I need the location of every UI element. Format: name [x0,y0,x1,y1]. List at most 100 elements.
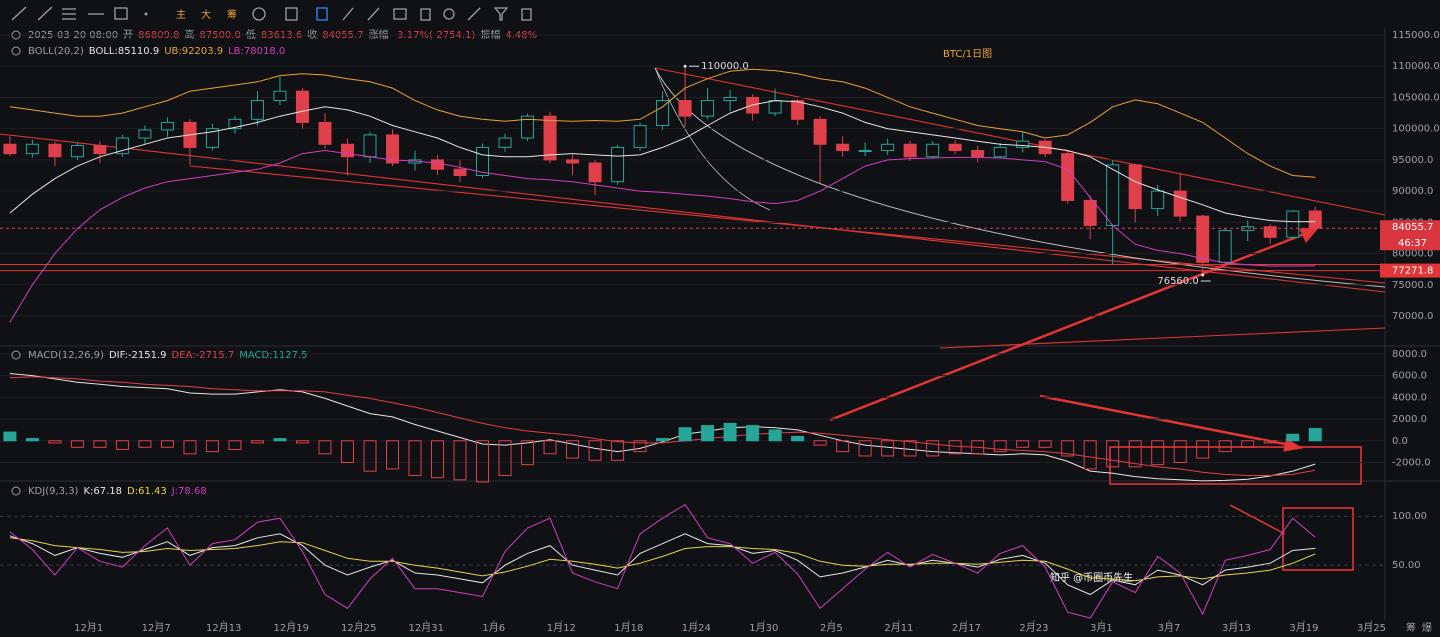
annotation-point [683,64,687,68]
tool-rect[interactable] [114,7,128,20]
histogram-bar [1241,440,1255,448]
histogram-bar [633,440,647,453]
histogram-bar [903,440,917,457]
candle-body [768,100,782,114]
histogram-bar [138,440,152,448]
toolbar-button[interactable]: 筹 [227,8,237,21]
candle-body [1173,190,1187,217]
tool-icon[interactable] [467,7,481,21]
histogram-bar [836,440,850,453]
candle-body [385,134,399,164]
tool-icon[interactable] [316,7,328,21]
histogram-bar [813,440,827,446]
candle-body [903,143,917,158]
candle-body [48,143,62,158]
indicator-line [9,149,1316,323]
y-tick-label: 80000.0 [1392,249,1433,260]
arrow [1039,394,1296,448]
arrow [1229,504,1286,535]
x-tick-label: 3月1 [1090,622,1113,634]
tool-icon[interactable] [443,8,455,20]
histogram-bar [318,440,332,455]
candle-body [656,100,670,127]
candle-body [813,118,827,145]
histogram-bar [453,440,467,481]
legend-text: J:78.68 [171,486,207,497]
indicator-line [9,533,1316,596]
tool-more[interactable] [144,12,148,16]
tool-line[interactable] [11,6,27,21]
x-tick-label: 2月5 [820,622,843,634]
histogram-bar [971,440,985,455]
y-tick-label: 50.00 [1392,560,1421,571]
tool-filter[interactable] [493,7,509,21]
histogram-bar [566,440,580,459]
x-tick-label: 3月13 [1222,622,1251,634]
tool-brush[interactable] [367,7,380,21]
legend-text: MACD:1127.5 [239,350,307,361]
legend-text: 开 [123,30,133,41]
histogram-bar [183,440,197,455]
y-tick-label: 75000.0 [1392,280,1433,291]
histogram-bar [1106,440,1120,468]
candle-body [453,168,467,176]
histogram-bar [1308,428,1322,442]
histogram-bar [543,440,557,455]
candle-body [1128,164,1142,210]
x-tick-label: 1月24 [682,622,711,634]
candle-body [993,146,1007,158]
indicator-line [9,68,1316,178]
histogram-bar [993,440,1007,453]
toolbar-button[interactable]: 主 [176,9,186,21]
candle-body [318,121,332,145]
candle-body [543,115,557,161]
histogram-bar [476,440,490,483]
histogram-bar [160,440,174,448]
histogram-bar [881,440,895,457]
tool-icon[interactable] [393,8,407,20]
tool-ray[interactable] [37,6,53,21]
toolbar: 主 大 筹 [11,6,532,21]
tool-icon[interactable] [420,8,431,21]
tool-pen[interactable] [342,7,354,21]
histogram-bar [656,438,670,442]
tool-trash[interactable] [521,8,532,21]
histogram-bar [363,440,377,472]
histogram-bar [1173,440,1187,463]
indicator-line [9,537,1316,582]
tool-icon[interactable] [285,7,298,21]
candle-body [138,129,152,139]
histogram-bar [273,438,287,442]
y-tick-label: 110000.0 [1392,61,1440,72]
highlight-box [1109,446,1362,485]
y-tick-label: 90000.0 [1392,186,1433,197]
candle-body [971,150,985,158]
histogram-bar [1128,440,1142,468]
legend-icon [11,486,21,496]
candle-body [3,143,17,155]
x-tick-label: 1月12 [547,622,576,634]
candle-body [1241,226,1255,231]
legend-text: UB:92203.9 [164,46,223,57]
x-tick-label: 1月18 [614,622,643,634]
histogram-bar [228,440,242,450]
x-tick-label: 3月19 [1289,622,1318,634]
trend-line [939,327,1386,349]
histogram-bar [25,438,39,442]
legend-text: 83613.6 [261,30,302,41]
candle-body [701,100,715,117]
legend-text: LB:78018.0 [228,46,285,57]
tool-icon[interactable] [252,7,266,21]
histogram-bar [1151,440,1165,466]
highlight-box [1282,507,1354,571]
toolbar-button[interactable]: 大 [201,8,211,21]
histogram-bar [70,440,84,448]
y-tick-label: 95000.0 [1392,155,1433,166]
corner-icon[interactable]: 筹 [1406,621,1416,634]
arrow-head [1283,438,1304,452]
corner-icon[interactable]: 爆 [1422,622,1432,634]
histogram-bar [340,440,354,463]
candle-body [611,146,625,183]
legend-text: 2025-03-20 08:00 [28,30,118,41]
